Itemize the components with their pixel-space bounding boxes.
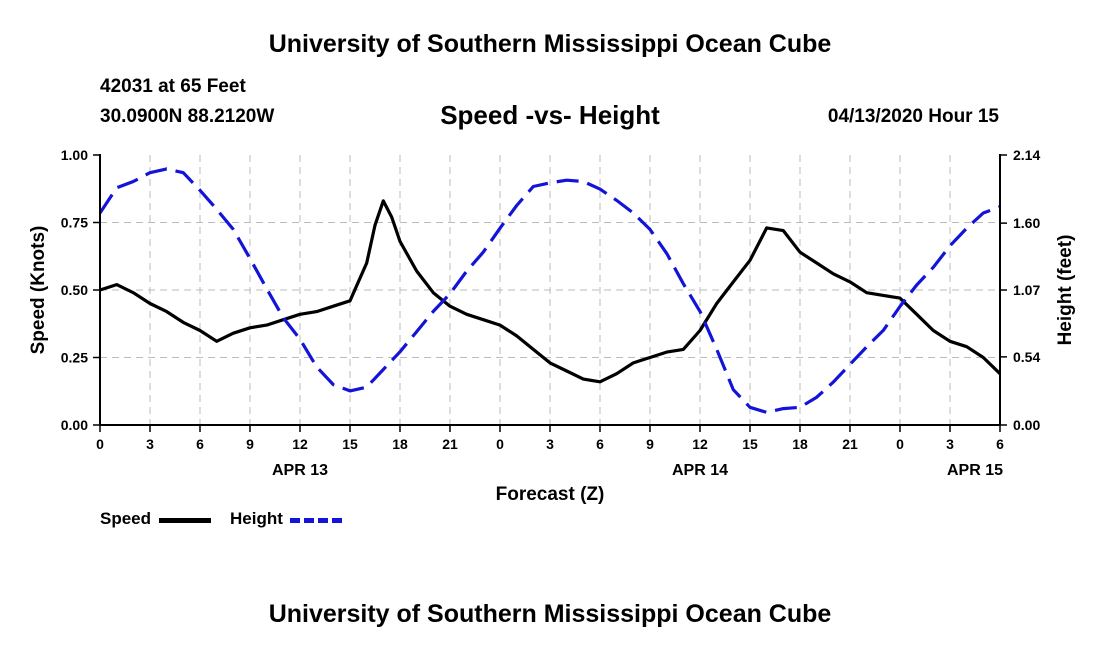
y-tick-label-right: 0.54 <box>1013 349 1040 365</box>
footer-title: University of Southern Mississippi Ocean… <box>268 600 832 628</box>
x-tick-label: 15 <box>742 436 758 452</box>
y-tick-label-right: 0.00 <box>1013 417 1040 433</box>
x-tick-label: 18 <box>392 436 408 452</box>
x-tick-label: 6 <box>996 436 1004 452</box>
y-axis-label-left: Speed (Knots) <box>28 226 49 355</box>
x-tick-label: 21 <box>442 436 458 452</box>
legend-speed-label: Speed <box>100 509 152 528</box>
main-title: University of Southern Mississippi Ocean… <box>268 30 832 58</box>
x-tick-label: 0 <box>496 436 504 452</box>
x-tick-label: 15 <box>342 436 358 452</box>
y-tick-label-right: 2.14 <box>1013 147 1040 163</box>
y-tick-label-right: 1.07 <box>1013 282 1040 298</box>
forecast-date: 04/13/2020 Hour 15 <box>827 106 999 127</box>
legend-height-label: Height <box>230 509 283 528</box>
y-tick-label-left: 0.00 <box>61 417 88 433</box>
x-tick-label: 18 <box>792 436 808 452</box>
date-label: APR 14 <box>672 462 728 479</box>
y-tick-label-left: 0.75 <box>61 215 88 231</box>
chart-title: Speed -vs- Height <box>440 100 660 130</box>
date-label: APR 15 <box>947 462 1003 479</box>
x-axis-label: Forecast (Z) <box>496 484 605 505</box>
y-tick-label-left: 0.25 <box>61 350 88 366</box>
x-tick-label: 3 <box>146 436 154 452</box>
legend-height-swatch <box>290 518 342 523</box>
y-tick-label-left: 0.50 <box>61 282 88 298</box>
y-tick-label-left: 1.00 <box>61 147 88 163</box>
legend-speed-swatch <box>159 518 211 523</box>
y-tick-label-right: 1.60 <box>1013 215 1040 231</box>
x-tick-label: 21 <box>842 436 858 452</box>
x-tick-label: 3 <box>546 436 554 452</box>
x-tick-label: 3 <box>946 436 954 452</box>
x-tick-label: 0 <box>896 436 904 452</box>
y-axis-label-right: Height (feet) <box>1055 235 1076 346</box>
x-tick-label: 9 <box>246 436 254 452</box>
x-tick-label: 6 <box>196 436 204 452</box>
station-coords: 30.0900N 88.2120W <box>100 106 275 127</box>
x-tick-label: 12 <box>292 436 308 452</box>
x-tick-label: 9 <box>646 436 654 452</box>
series-line-speed <box>99 199 1002 384</box>
x-tick-label: 6 <box>596 436 604 452</box>
x-tick-label: 12 <box>692 436 708 452</box>
station-id: 42031 at 65 Feet <box>100 76 246 97</box>
x-tick-label: 0 <box>96 436 104 452</box>
date-label: APR 13 <box>272 462 328 479</box>
